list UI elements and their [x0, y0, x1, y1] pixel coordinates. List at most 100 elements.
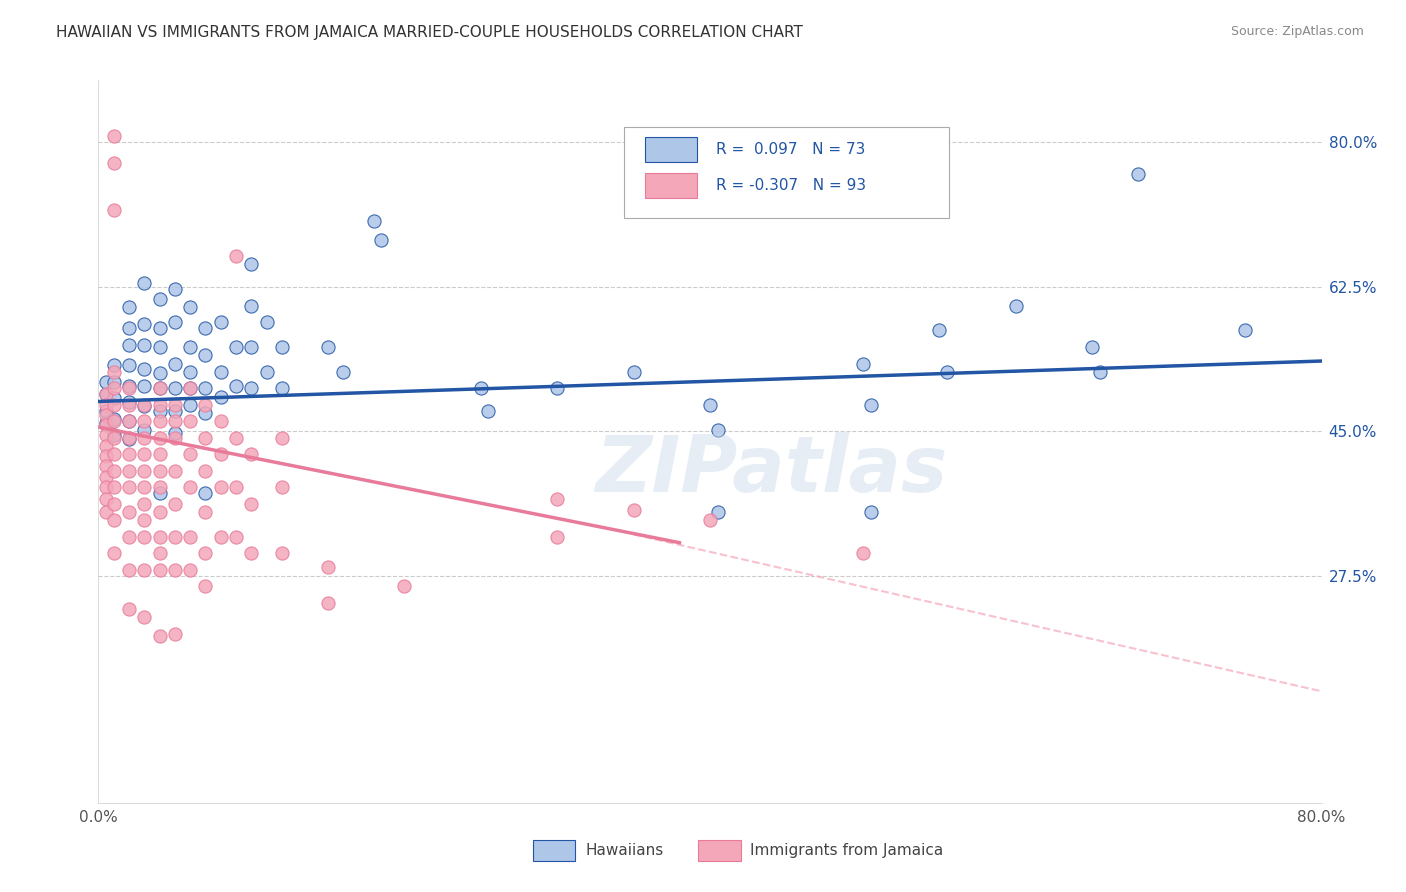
Point: [270, 546, 292, 560]
Point: [1234, 323, 1257, 337]
Point: [134, 480, 156, 494]
Text: Source: ZipAtlas.com: Source: ZipAtlas.com: [1230, 25, 1364, 38]
Point: [163, 315, 186, 329]
Point: [134, 563, 156, 577]
Point: [149, 414, 172, 428]
Point: [225, 379, 247, 393]
Point: [118, 321, 141, 335]
Point: [1004, 299, 1026, 313]
Point: [163, 414, 186, 428]
Point: [149, 381, 172, 395]
Point: [94, 469, 117, 483]
Point: [163, 357, 186, 371]
Point: [392, 579, 416, 593]
Point: [179, 530, 201, 544]
Point: [149, 340, 172, 354]
Point: [928, 323, 950, 337]
Point: [103, 128, 125, 143]
Point: [149, 530, 172, 544]
Point: [163, 425, 186, 440]
Point: [194, 398, 217, 412]
Point: [194, 431, 217, 445]
Point: [194, 486, 217, 500]
FancyBboxPatch shape: [645, 173, 696, 198]
Point: [134, 414, 156, 428]
Point: [118, 431, 141, 445]
Point: [134, 337, 156, 351]
Point: [149, 546, 172, 560]
Point: [149, 381, 172, 395]
Point: [209, 480, 232, 494]
Point: [118, 433, 141, 447]
Point: [103, 375, 125, 389]
Point: [256, 365, 278, 379]
Point: [134, 362, 156, 376]
Point: [546, 381, 568, 395]
Point: [706, 423, 728, 437]
Point: [134, 464, 156, 478]
Point: [256, 315, 278, 329]
Point: [270, 381, 292, 395]
Point: [118, 447, 141, 461]
Point: [194, 381, 217, 395]
Point: [118, 464, 141, 478]
Point: [225, 530, 247, 544]
Point: [134, 530, 156, 544]
Point: [179, 340, 201, 354]
Point: [134, 497, 156, 511]
Point: [134, 423, 156, 437]
Point: [149, 398, 172, 412]
Point: [149, 431, 172, 445]
Point: [163, 464, 186, 478]
Point: [118, 505, 141, 519]
Point: [179, 398, 201, 412]
Point: [94, 403, 117, 417]
Point: [240, 299, 263, 313]
Point: [209, 390, 232, 404]
Text: R = -0.307   N = 93: R = -0.307 N = 93: [716, 178, 866, 194]
Point: [134, 276, 156, 290]
Point: [209, 530, 232, 544]
Point: [623, 502, 645, 516]
Point: [179, 301, 201, 315]
Text: Immigrants from Jamaica: Immigrants from Jamaica: [751, 843, 943, 858]
Point: [94, 439, 117, 453]
Point: [179, 414, 201, 428]
Point: [859, 398, 882, 412]
Point: [240, 447, 263, 461]
Point: [163, 282, 186, 296]
Point: [103, 546, 125, 560]
Point: [209, 365, 232, 379]
Point: [179, 365, 201, 379]
Point: [225, 480, 247, 494]
Point: [270, 431, 292, 445]
Point: [103, 414, 125, 428]
Point: [163, 431, 186, 445]
Point: [103, 431, 125, 445]
Point: [699, 513, 721, 527]
Point: [209, 414, 232, 428]
Point: [1088, 365, 1111, 379]
Point: [118, 395, 141, 409]
Point: [149, 486, 172, 500]
Point: [859, 505, 882, 519]
FancyBboxPatch shape: [697, 840, 741, 861]
Point: [699, 398, 721, 412]
Point: [134, 379, 156, 393]
Point: [270, 480, 292, 494]
Point: [94, 480, 117, 494]
Point: [477, 403, 499, 417]
Point: [103, 447, 125, 461]
Point: [149, 629, 172, 643]
Point: [209, 315, 232, 329]
Point: [370, 233, 392, 247]
Point: [163, 398, 186, 412]
Point: [94, 491, 117, 506]
Point: [209, 447, 232, 461]
FancyBboxPatch shape: [624, 128, 949, 218]
Point: [163, 403, 186, 417]
Point: [194, 464, 217, 478]
Point: [118, 337, 141, 351]
Text: Hawaiians: Hawaiians: [585, 843, 664, 858]
Point: [103, 513, 125, 527]
